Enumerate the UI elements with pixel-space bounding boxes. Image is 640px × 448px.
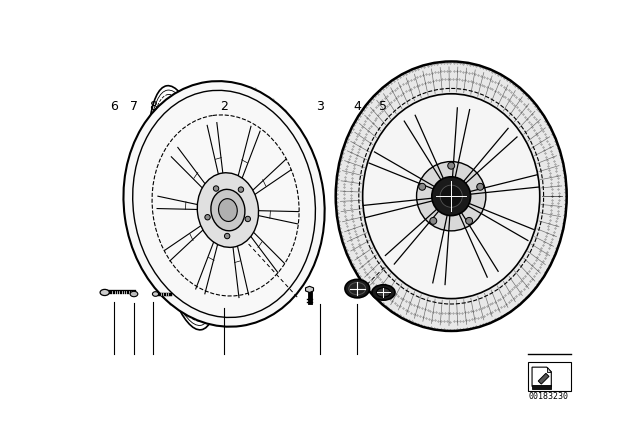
Text: 3: 3 — [316, 99, 324, 112]
Ellipse shape — [213, 186, 219, 191]
Ellipse shape — [130, 291, 138, 297]
Ellipse shape — [225, 233, 230, 239]
Ellipse shape — [197, 173, 259, 247]
Ellipse shape — [205, 215, 211, 220]
Ellipse shape — [211, 190, 245, 231]
Ellipse shape — [245, 216, 250, 222]
Text: 8: 8 — [149, 99, 157, 112]
Ellipse shape — [376, 288, 390, 297]
Ellipse shape — [448, 162, 454, 169]
Ellipse shape — [363, 94, 540, 299]
Ellipse shape — [336, 61, 566, 331]
Ellipse shape — [218, 198, 237, 221]
Ellipse shape — [372, 285, 395, 300]
Text: 6: 6 — [110, 99, 118, 112]
Ellipse shape — [417, 162, 486, 231]
Polygon shape — [532, 367, 551, 386]
Ellipse shape — [152, 292, 159, 296]
Ellipse shape — [419, 183, 426, 190]
Ellipse shape — [100, 289, 109, 296]
Bar — [528, 362, 570, 391]
Ellipse shape — [477, 183, 484, 190]
Text: 00183230: 00183230 — [529, 392, 569, 401]
Text: 5: 5 — [380, 99, 387, 112]
Bar — [532, 385, 551, 389]
Polygon shape — [538, 373, 549, 384]
Ellipse shape — [466, 217, 472, 224]
Text: 1: 1 — [469, 99, 477, 112]
Ellipse shape — [345, 280, 369, 298]
Polygon shape — [547, 367, 551, 372]
Text: 4: 4 — [353, 99, 361, 112]
Text: 2: 2 — [220, 99, 228, 112]
Ellipse shape — [349, 282, 365, 295]
Ellipse shape — [432, 177, 470, 215]
Ellipse shape — [124, 81, 324, 327]
Polygon shape — [305, 286, 314, 293]
Ellipse shape — [238, 187, 244, 192]
Text: 7: 7 — [130, 99, 138, 112]
Ellipse shape — [440, 185, 462, 207]
Ellipse shape — [430, 217, 436, 224]
